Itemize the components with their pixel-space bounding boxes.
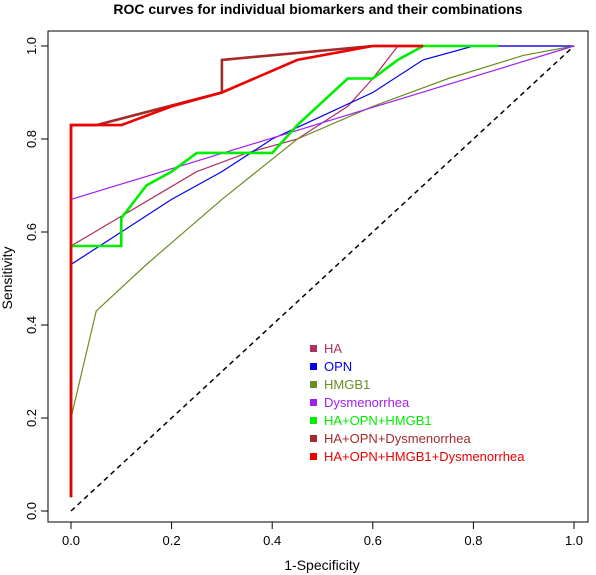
series-line-ha-opn-hmgb1-dysmenorrhea (69, 44, 424, 498)
x-tick-label: 0.8 (464, 533, 482, 548)
series-layer (69, 44, 575, 512)
x-tick-label: 0.4 (263, 533, 281, 548)
x-tick-label: 0.6 (364, 533, 382, 548)
legend-label: HA+OPN+Dysmenorrhea (324, 431, 471, 446)
legend-label: HA+OPN+HMGB1+Dysmenorrhea (324, 449, 525, 464)
legend-swatch (310, 363, 317, 370)
legend-swatch (310, 399, 317, 406)
y-tick-label: 1.0 (24, 37, 39, 55)
series-line-hmgb1 (70, 45, 575, 498)
series-line-opn (70, 45, 574, 498)
y-tick-label: 0.2 (24, 409, 39, 427)
legend-swatch (310, 381, 317, 388)
x-axis: 0.0 0.2 0.4 0.6 0.8 1.0 (62, 522, 583, 548)
series-line-dysmenorrhea (70, 45, 575, 498)
y-axis-label: Sensitivity (0, 246, 15, 309)
y-tick-label: 0.6 (24, 223, 39, 241)
legend-label: OPN (324, 359, 352, 374)
y-tick-label: 0.4 (24, 316, 39, 334)
legend-label: HA (324, 341, 342, 356)
legend-swatch (310, 435, 317, 442)
x-tick-label: 0.2 (163, 533, 181, 548)
legend: HA OPN HMGB1 Dysmenorrhea HA+OPN+HMGB1 HA+OPN… (310, 341, 525, 464)
legend-label: Dysmenorrhea (324, 395, 410, 410)
legend-swatch (310, 453, 317, 460)
x-tick-label: 0.0 (62, 533, 80, 548)
reference-diagonal-line (70, 45, 575, 512)
series-line-ha (70, 45, 574, 498)
series-line-ha-opn-hmgb1 (69, 44, 499, 498)
legend-swatch (310, 345, 317, 352)
plot-frame (47, 30, 589, 523)
legend-label: HMGB1 (324, 377, 370, 392)
legend-swatch (310, 417, 317, 424)
y-tick-label: 0.0 (24, 502, 39, 520)
series-line-ha-opn-dysmenorrhea (69, 44, 424, 498)
y-tick-label: 0.8 (24, 130, 39, 148)
y-axis: 0.0 0.2 0.4 0.6 0.8 1.0 (24, 37, 48, 520)
x-axis-label: 1-Specificity (284, 557, 359, 573)
x-tick-label: 1.0 (565, 533, 583, 548)
chart-title: ROC curves for individual biomarkers and… (113, 1, 522, 17)
legend-label: HA+OPN+HMGB1 (324, 413, 432, 428)
